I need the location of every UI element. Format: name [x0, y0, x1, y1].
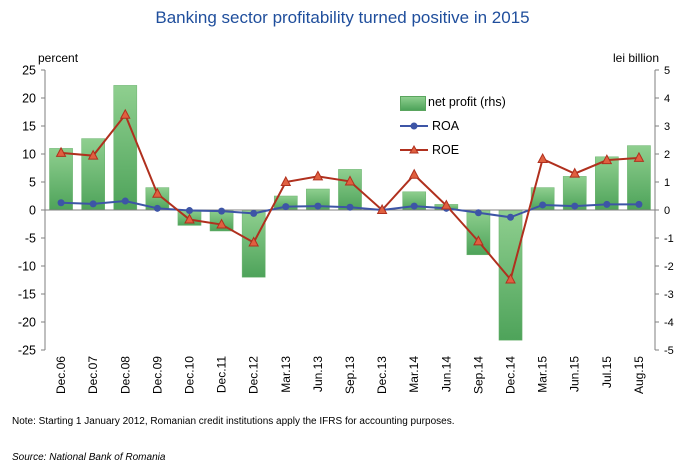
category-tick-label: Dec.06	[54, 356, 68, 394]
roe-point	[344, 175, 356, 186]
left-tick-label: -10	[18, 260, 36, 274]
roe-point	[248, 236, 260, 247]
left-tick-label: 10	[22, 148, 36, 162]
legend-label-roa: ROA	[432, 119, 460, 133]
left-axis-unit: percent	[38, 51, 79, 65]
right-tick-label: -2	[664, 261, 674, 273]
right-tick-label: -3	[664, 289, 674, 301]
roa-point	[539, 201, 547, 209]
category-tick-label: Dec.13	[375, 356, 389, 394]
roa-point	[121, 197, 129, 205]
profit-bars	[49, 85, 651, 341]
profit-bar	[81, 138, 105, 211]
roa-point	[474, 209, 482, 217]
category-tick-label: Sep.14	[471, 356, 485, 394]
category-tick-label: Dec.09	[150, 356, 164, 394]
roe-point	[312, 170, 324, 181]
roe-point	[119, 108, 131, 119]
right-tick-label: 5	[664, 65, 670, 77]
left-tick-label: 0	[29, 204, 36, 218]
category-tick-label: Jun.13	[311, 356, 325, 392]
roa-point	[507, 213, 515, 221]
roe-point	[505, 273, 516, 284]
roa-point	[218, 207, 226, 215]
right-tick-label: -5	[664, 345, 674, 357]
left-tick-label: -25	[18, 344, 36, 358]
right-tick-label: 1	[664, 177, 670, 189]
roa-point	[185, 207, 193, 215]
legend-swatch-roe	[400, 145, 428, 154]
roa-point	[89, 200, 97, 208]
right-tick-label: 2	[664, 149, 670, 161]
roa-point	[603, 200, 611, 208]
category-tick-label: Mar.14	[407, 356, 421, 393]
roe-point	[440, 199, 452, 210]
series-lines	[55, 108, 645, 284]
legend-swatch-roa	[400, 122, 428, 130]
roa-point	[571, 202, 579, 210]
category-tick-label: Dec.07	[86, 356, 100, 394]
source-note: Source: National Bank of Romania	[12, 452, 166, 463]
roe-point	[537, 152, 548, 164]
category-tick-label: Dec.11	[215, 356, 229, 393]
roe-point	[87, 149, 99, 160]
roa-point	[153, 204, 161, 212]
roe-point	[184, 213, 195, 224]
category-tick-label: Dec.12	[247, 356, 261, 394]
roe-point	[376, 203, 388, 214]
category-tick-label: Jun.14	[439, 356, 453, 392]
category-tick-label: Dec.08	[118, 356, 132, 394]
right-tick-label: -1	[664, 233, 674, 245]
roa-point	[410, 202, 418, 210]
roa-point	[57, 199, 65, 207]
category-tick-label: Jul.15	[600, 356, 614, 388]
right-tick-label: 3	[664, 121, 670, 133]
category-tick-label: Sep.13	[343, 356, 357, 394]
right-tick-label: 0	[664, 205, 670, 217]
roe-point	[152, 187, 163, 198]
category-tick-label: Mar.13	[279, 356, 293, 393]
right-tick-label: 4	[664, 93, 670, 105]
legend-swatch-profit	[400, 96, 426, 111]
left-tick-label: 15	[22, 120, 36, 134]
profit-bar	[113, 85, 138, 211]
roe-point	[633, 151, 645, 162]
right-tick-label: -4	[664, 317, 674, 329]
roe-point	[601, 154, 613, 165]
right-axis-unit: lei billion	[613, 51, 660, 65]
legend-label-roe: ROE	[432, 143, 460, 157]
legend-label-profit: net profit (rhs)	[428, 95, 506, 109]
chart-title: Banking sector profitability turned posi…	[155, 8, 530, 27]
left-tick-label: 20	[22, 92, 36, 106]
category-tick-label: Dec.10	[182, 356, 196, 394]
roe-point	[408, 168, 420, 179]
roa-point	[635, 200, 643, 208]
roa-point	[346, 203, 354, 211]
roe-point	[216, 218, 227, 229]
roe-point	[280, 175, 292, 186]
roa-point	[250, 209, 258, 217]
roe-point	[55, 146, 67, 157]
left-tick-label: 5	[29, 176, 36, 190]
category-tick-label: Mar.15	[536, 356, 550, 393]
category-tick-label: Dec.14	[504, 356, 518, 394]
footnote: Note: Starting 1 January 2012, Romanian …	[12, 416, 455, 427]
left-tick-label: 25	[22, 64, 36, 78]
category-tick-label: Jun.15	[568, 356, 582, 392]
tick-labels: 2520151050-5-10-15-20-25543210-1-2-3-4-5…	[18, 64, 674, 395]
left-tick-label: -15	[18, 288, 36, 302]
left-tick-label: -5	[25, 232, 36, 246]
category-tick-label: Aug.15	[632, 356, 646, 394]
roe-point	[473, 235, 484, 246]
roe-point	[569, 167, 581, 178]
roa-point	[282, 203, 290, 211]
roa-point	[314, 202, 322, 210]
left-tick-label: -20	[18, 316, 36, 330]
